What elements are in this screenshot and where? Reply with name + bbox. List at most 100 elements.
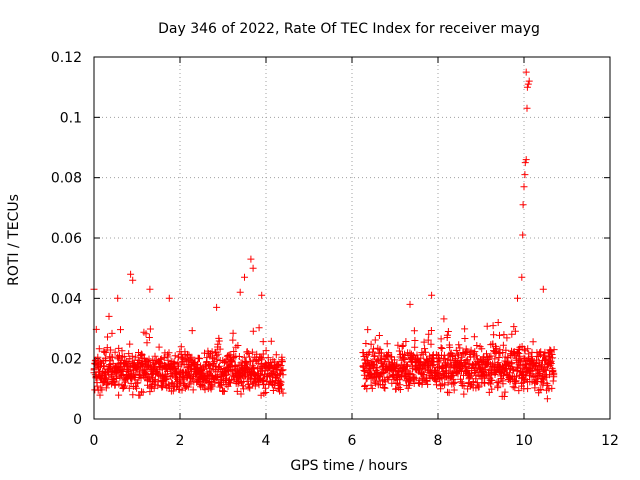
data-point [402, 338, 410, 345]
data-point [216, 345, 224, 353]
data-point [247, 255, 255, 263]
data-point [441, 355, 449, 363]
data-point [250, 379, 258, 387]
data-point [146, 325, 154, 333]
data-point [184, 350, 191, 358]
data-point [364, 357, 371, 365]
data-point [137, 352, 145, 360]
grid-lines [94, 57, 610, 419]
data-point [542, 366, 550, 374]
data-point [162, 376, 170, 383]
data-point [494, 359, 502, 367]
data-point [361, 367, 369, 375]
data-point [515, 387, 523, 395]
data-point [125, 350, 133, 358]
data-point [140, 354, 148, 362]
data-point [490, 362, 498, 370]
data-point [511, 384, 519, 392]
data-point [404, 384, 412, 392]
data-point [229, 336, 237, 344]
data-point [518, 273, 526, 281]
data-point [250, 363, 258, 371]
data-point [457, 378, 465, 386]
data-point [145, 355, 153, 363]
data-point [150, 384, 158, 392]
data-point [433, 381, 440, 389]
data-point [446, 343, 454, 351]
data-point [165, 349, 173, 357]
data-point [269, 387, 277, 394]
data-point [151, 376, 159, 384]
data-point [494, 319, 502, 326]
data-point [485, 359, 493, 367]
data-point [377, 370, 385, 378]
data-point [143, 339, 151, 347]
data-point [240, 385, 247, 393]
data-point [406, 370, 414, 378]
data-point [214, 350, 222, 358]
data-point [514, 294, 521, 302]
data-point [95, 345, 103, 353]
data-point [438, 345, 446, 352]
data-point [501, 388, 509, 396]
data-point [510, 323, 518, 331]
data-point [470, 333, 478, 341]
data-point [549, 354, 557, 362]
y-tick-label: 0.12 [51, 50, 82, 66]
data-point [364, 326, 372, 334]
data-point [524, 385, 532, 393]
data-point [142, 330, 150, 338]
data-point [368, 384, 376, 392]
data-point [445, 389, 453, 397]
data-point [108, 329, 116, 337]
data-point [444, 379, 452, 387]
data-point [478, 345, 486, 353]
data-point [396, 386, 404, 393]
data-point [406, 300, 414, 308]
data-point [385, 373, 393, 381]
data-point [115, 391, 123, 399]
y-tick-label: 0 [73, 412, 82, 428]
data-point [450, 379, 458, 387]
data-point [460, 382, 468, 390]
data-point [500, 372, 507, 380]
data-point [105, 312, 113, 320]
data-point [165, 294, 173, 302]
data-point [421, 345, 429, 353]
data-point [201, 386, 209, 394]
y-tick-label: 0.02 [51, 352, 82, 368]
data-point [107, 371, 115, 379]
data-point [177, 343, 185, 351]
data-point [151, 352, 159, 360]
data-point [267, 337, 275, 345]
data-point [524, 345, 532, 353]
data-point [131, 382, 139, 390]
y-tick-label: 0.06 [51, 231, 82, 247]
data-point [521, 159, 529, 167]
data-point [385, 349, 393, 357]
data-point [159, 383, 167, 391]
data-point [367, 340, 375, 348]
data-point [460, 390, 468, 398]
data-point [489, 322, 497, 330]
data-point [516, 352, 524, 360]
data-point [136, 391, 144, 399]
data-point [163, 374, 171, 382]
data-point [362, 340, 370, 347]
data-point [417, 354, 425, 362]
data-point [128, 352, 136, 360]
data-point [376, 345, 384, 353]
data-point [255, 324, 263, 332]
data-point [245, 350, 253, 357]
data-point [94, 353, 102, 361]
data-point [145, 334, 153, 341]
data-point [369, 348, 377, 356]
data-point [487, 352, 495, 360]
data-point [251, 382, 259, 390]
data-point [451, 378, 459, 386]
data-point [473, 342, 481, 349]
data-point [544, 381, 552, 389]
data-point [514, 349, 522, 356]
data-point [138, 350, 146, 358]
data-point [485, 353, 493, 361]
